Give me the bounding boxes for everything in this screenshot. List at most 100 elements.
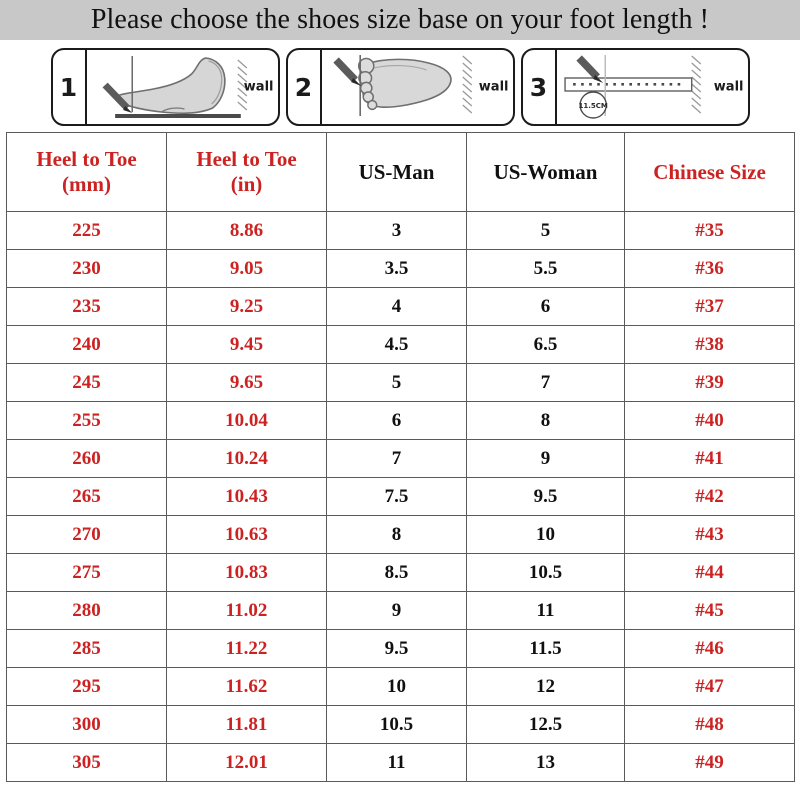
header-line-1: Chinese Size [653,159,766,184]
cell-heel-to-toe-mm: 245 [6,363,167,402]
cell-heel-to-toe-in: 9.65 [166,363,327,402]
table-row: 235 9.25 4 6 #37 [6,287,795,326]
step-illustration-2: wall [322,50,513,124]
step-number-cell-1: 1 [53,50,87,124]
header-us-man: US-Man [326,132,467,212]
table-row: 285 11.22 9.5 11.5 #46 [6,629,795,668]
cell-heel-to-toe-mm: 260 [6,439,167,478]
table-row: 280 11.02 9 11 #45 [6,591,795,630]
foot-side-view-with-pencil-icon [102,56,247,118]
table-row: 255 10.04 6 8 #40 [6,401,795,440]
cell-us-man: 4 [326,287,467,326]
cell-us-man: 8 [326,515,467,554]
step-number-cell-2: 2 [288,50,322,124]
header-row: Heel to Toe (mm) Heel to Toe (in) US-Man… [6,132,795,212]
step-number-3: 3 [529,72,548,102]
cell-heel-to-toe-in: 10.24 [166,439,327,478]
step-panel-2: 2 [285,48,515,126]
table-row: 225 8.86 3 5 #35 [6,211,795,250]
cell-heel-to-toe-in: 11.22 [166,629,327,668]
cell-chinese-size: #35 [624,211,795,250]
cell-us-man: 9.5 [326,629,467,668]
cell-heel-to-toe-in: 12.01 [166,743,327,782]
cell-us-man: 4.5 [326,325,467,364]
header-line-1: US-Man [358,159,435,184]
title-banner: Please choose the shoes size base on you… [0,0,800,40]
cell-heel-to-toe-mm: 295 [6,667,167,706]
cell-us-woman: 11 [466,591,625,630]
cell-us-woman: 7 [466,363,625,402]
cell-us-man: 10 [326,667,467,706]
table-row: 275 10.83 8.5 10.5 #44 [6,553,795,592]
header-chinese-size: Chinese Size [624,132,795,212]
cell-chinese-size: #48 [624,705,795,744]
cell-us-woman: 5.5 [466,249,625,288]
cell-heel-to-toe-in: 11.81 [166,705,327,744]
cell-us-man: 9 [326,591,467,630]
cell-us-woman: 12.5 [466,705,625,744]
cell-us-man: 3.5 [326,249,467,288]
header-line-2: (in) [230,172,263,196]
header-heel-to-toe-mm: Heel to Toe (mm) [6,132,167,212]
step-number-cell-3: 3 [523,50,557,124]
table-row: 260 10.24 7 9 #41 [6,439,795,478]
header-heel-to-toe-in: Heel to Toe (in) [166,132,327,212]
cell-us-woman: 10 [466,515,625,554]
table-row: 295 11.62 10 12 #47 [6,667,795,706]
cell-us-man: 7 [326,439,467,478]
cell-heel-to-toe-in: 11.62 [166,667,327,706]
cell-heel-to-toe-mm: 300 [6,705,167,744]
measurement-steps-row: 1 [0,40,800,132]
cell-us-man: 11 [326,743,467,782]
step-panel-1: 1 [50,48,280,126]
cell-heel-to-toe-mm: 235 [6,287,167,326]
cell-chinese-size: #46 [624,629,795,668]
shoe-size-table: Heel to Toe (mm) Heel to Toe (in) US-Man… [6,132,795,782]
cell-us-woman: 9.5 [466,477,625,516]
wall-label-2: wall [478,79,509,95]
cell-chinese-size: #47 [624,667,795,706]
cell-us-woman: 5 [466,211,625,250]
cell-chinese-size: #43 [624,515,795,554]
cell-chinese-size: #39 [624,363,795,402]
table-header: Heel to Toe (mm) Heel to Toe (in) US-Man… [6,132,795,212]
cell-us-man: 8.5 [326,553,467,592]
cell-heel-to-toe-in: 9.25 [166,287,327,326]
measure-label-3: 11.5CM [578,101,607,110]
header-line-1: Heel to Toe [196,147,297,172]
cell-us-woman: 13 [466,743,625,782]
cell-chinese-size: #49 [624,743,795,782]
cell-us-woman: 10.5 [466,553,625,592]
step-illustration-1: wall [87,50,278,124]
cell-heel-to-toe-mm: 225 [6,211,167,250]
cell-chinese-size: #42 [624,477,795,516]
cell-heel-to-toe-in: 11.02 [166,591,327,630]
cell-heel-to-toe-in: 10.83 [166,553,327,592]
cell-heel-to-toe-mm: 285 [6,629,167,668]
foot-sole-top-view-with-pencil-icon [332,55,472,116]
cell-us-woman: 8 [466,401,625,440]
table-body: 225 8.86 3 5 #35 230 9.05 3.5 5.5 #36 235 9.25 4 6 #37… [6,211,795,782]
cell-chinese-size: #37 [624,287,795,326]
step-number-2: 2 [294,72,313,102]
cell-chinese-size: #45 [624,591,795,630]
table-row: 230 9.05 3.5 5.5 #36 [6,249,795,288]
page-title: Please choose the shoes size base on you… [90,4,710,35]
cell-us-woman: 6 [466,287,625,326]
header-line-1: US-Woman [493,159,598,184]
cell-heel-to-toe-mm: 280 [6,591,167,630]
cell-chinese-size: #40 [624,401,795,440]
table-row: 300 11.81 10.5 12.5 #48 [6,705,795,744]
cell-chinese-size: #44 [624,553,795,592]
cell-chinese-size: #38 [624,325,795,364]
step-illustration-3: 11.5CM wall [557,50,748,124]
cell-heel-to-toe-mm: 305 [6,743,167,782]
cell-us-man: 10.5 [326,705,467,744]
cell-us-woman: 11.5 [466,629,625,668]
cell-us-man: 3 [326,211,467,250]
step-panel-3: 3 [520,48,750,126]
header-line-1: Heel to Toe [36,147,137,172]
cell-heel-to-toe-in: 10.43 [166,477,327,516]
cell-us-man: 6 [326,401,467,440]
cell-heel-to-toe-mm: 265 [6,477,167,516]
